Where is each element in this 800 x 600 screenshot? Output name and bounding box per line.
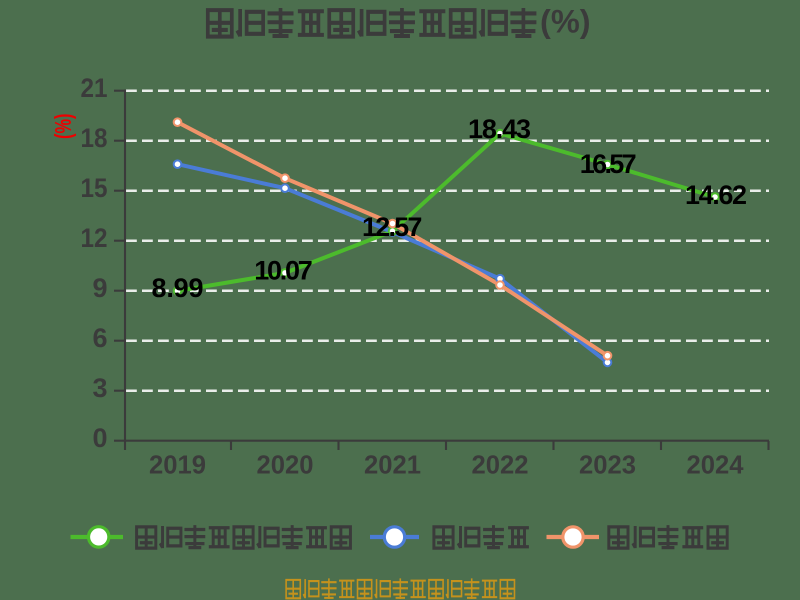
svg-text:15: 15: [81, 173, 108, 203]
svg-text:(%): (%): [50, 114, 76, 140]
svg-text:6: 6: [92, 323, 107, 353]
svg-text:2023: 2023: [579, 451, 636, 479]
svg-text:2020: 2020: [257, 451, 314, 479]
svg-text:12: 12: [81, 223, 108, 253]
svg-text:2019: 2019: [149, 451, 206, 479]
svg-text:21: 21: [81, 73, 108, 103]
svg-text:9: 9: [92, 273, 107, 303]
svg-text:14.62: 14.62: [685, 180, 747, 210]
svg-text:18.43: 18.43: [468, 114, 531, 144]
svg-text:18: 18: [81, 123, 108, 153]
svg-text:2021: 2021: [364, 451, 421, 479]
svg-text:16.57: 16.57: [580, 149, 637, 179]
svg-text:12.57: 12.57: [362, 212, 423, 242]
svg-text:0: 0: [92, 423, 107, 453]
svg-text:2022: 2022: [472, 451, 529, 479]
svg-text:8.99: 8.99: [152, 273, 204, 303]
svg-text:2024: 2024: [687, 451, 745, 479]
svg-text:3: 3: [92, 373, 107, 403]
svg-text:(%): (%): [540, 3, 591, 39]
svg-text:10.07: 10.07: [254, 256, 313, 286]
